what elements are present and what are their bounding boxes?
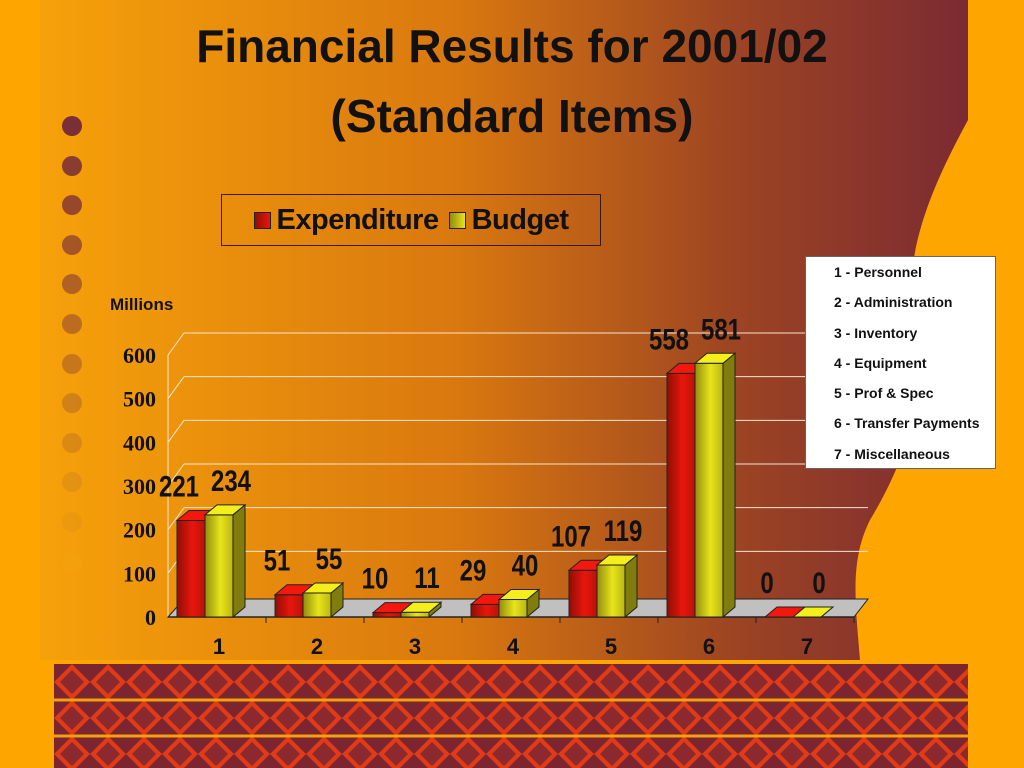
data-label: 10	[362, 561, 389, 595]
x-tick-label: 3	[409, 634, 421, 659]
bar-top	[791, 606, 835, 618]
y-tick-label: 100	[123, 561, 156, 586]
bar-budget-1	[203, 503, 247, 619]
key-item-6: 6 - Transfer Payments	[834, 415, 980, 432]
bullet-dot	[62, 432, 82, 453]
gradient-panel	[40, 0, 968, 660]
legend-label-budget: Budget	[471, 203, 569, 236]
bullet-dot	[62, 353, 82, 374]
page-title-line-2: (Standard Items)	[330, 90, 694, 142]
bar-budget-3	[399, 601, 443, 619]
bar-top	[399, 601, 443, 613]
unit-label: Millions	[110, 295, 173, 314]
gridline-side	[167, 507, 185, 530]
key-item-1: 1 - Personnel	[834, 264, 922, 280]
category-key: 1 - Personnel 2 - Administration 3 - Inv…	[805, 256, 996, 469]
bullet-dot	[62, 234, 82, 255]
y-tick-label: 0	[145, 605, 156, 630]
legend-item-expenditure: Expenditure	[253, 203, 440, 237]
bar-side	[232, 503, 246, 619]
data-label: 234	[211, 463, 251, 497]
y-tick-label: 600	[123, 343, 156, 368]
y-tick-label: 200	[123, 518, 156, 543]
bullet-dot	[62, 511, 82, 532]
data-label: 29	[460, 553, 487, 587]
x-tick-label: 6	[703, 634, 715, 659]
bar-front	[274, 594, 304, 618]
bar-top	[497, 589, 541, 601]
bullet-dot	[62, 155, 82, 176]
legend-swatch-expenditure	[253, 211, 271, 229]
bar-front	[498, 599, 528, 618]
bar-top	[595, 554, 639, 566]
data-label: 0	[812, 565, 825, 599]
data-label: 581	[701, 312, 741, 346]
data-label: 221	[159, 469, 199, 503]
bar-front	[666, 372, 696, 618]
bar-top	[301, 582, 345, 594]
x-tick-label: 4	[507, 634, 520, 659]
key-item-2: 2 - Administration	[834, 294, 953, 311]
data-label: 55	[316, 541, 343, 575]
data-label: 558	[649, 322, 689, 356]
bar-budget-4	[497, 588, 541, 619]
data-label: 107	[551, 519, 591, 553]
data-label: 11	[414, 561, 439, 595]
bar-front	[568, 569, 598, 618]
bar-front	[302, 592, 332, 618]
key-item-7: 7 - Miscellaneous	[834, 445, 950, 462]
gridline-side	[167, 332, 185, 356]
legend-item-budget: Budget	[448, 203, 569, 237]
bar-front	[372, 612, 402, 618]
bar-budget-7	[791, 606, 835, 618]
bar-budget-2	[301, 581, 345, 619]
bar-top	[693, 352, 737, 364]
bullet-dot	[62, 313, 82, 334]
legend-label-expenditure: Expenditure	[276, 203, 440, 236]
bullet-dot	[62, 274, 82, 295]
bar-front	[204, 514, 234, 618]
key-item-4: 4 - Equipment	[834, 354, 927, 371]
bullet-dots	[62, 116, 86, 591]
bar-front	[596, 564, 626, 618]
x-tick-label: 1	[213, 634, 225, 659]
x-tick-label: 5	[605, 634, 617, 659]
data-label: 40	[512, 548, 539, 582]
data-label: 51	[264, 543, 291, 577]
x-tick-label: 7	[801, 634, 813, 659]
key-item-3: 3 - Inventory	[834, 324, 918, 341]
bar-front	[694, 362, 724, 618]
gridline-side	[167, 463, 185, 487]
diamond-band	[54, 664, 968, 768]
gridline-side	[167, 420, 185, 443]
bar-front	[176, 519, 206, 618]
page-title-line-1: Financial Results for 2001/02	[196, 20, 828, 72]
chart-legend: Expenditure Budget	[221, 194, 601, 246]
bullet-dot	[62, 393, 82, 414]
bar-budget-6	[693, 352, 737, 619]
bullet-dot	[62, 116, 82, 136]
key-item-5: 5 - Prof & Spec	[834, 385, 934, 402]
bar-top	[203, 504, 247, 516]
bar-budget-5	[595, 553, 639, 619]
y-tick-label: 500	[123, 387, 156, 412]
bar-side	[624, 553, 638, 619]
legend-swatch-budget	[448, 211, 466, 229]
x-tick-label: 2	[311, 634, 323, 659]
bar-front	[470, 603, 500, 618]
bullet-dot	[62, 551, 82, 572]
data-label: 119	[604, 513, 643, 547]
y-tick-label: 300	[123, 474, 156, 499]
bullet-dot	[62, 195, 82, 216]
bullet-dot	[62, 472, 82, 493]
y-tick-label: 400	[123, 430, 156, 455]
bar-side	[722, 352, 736, 619]
gridline-side	[167, 376, 185, 399]
bar-front	[400, 611, 430, 618]
data-label: 0	[760, 565, 773, 599]
